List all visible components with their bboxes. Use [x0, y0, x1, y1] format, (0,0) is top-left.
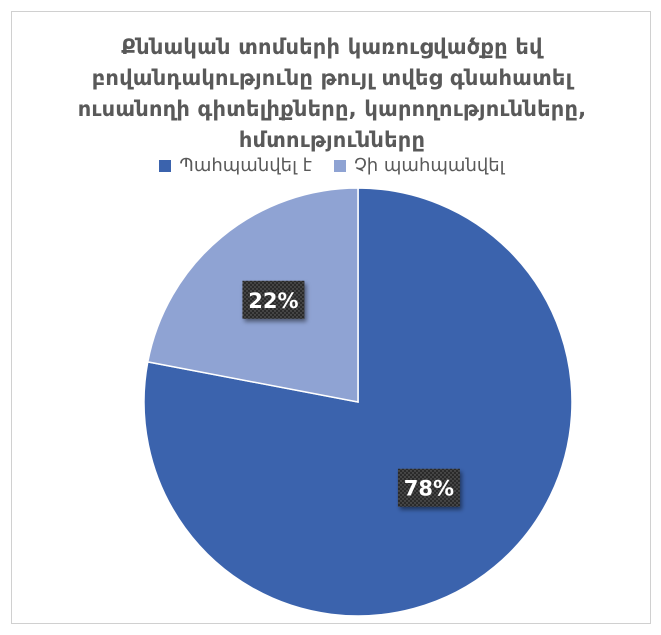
- legend-label-preserved: Պահպանվել է: [179, 155, 312, 176]
- chart-title: Քննական տոմսերի կառուցվածքը եվ բովանդակո…: [77, 35, 587, 152]
- data-label-not-preserved: 22%: [242, 280, 305, 319]
- legend-swatch-not-preserved: [333, 159, 346, 172]
- legend-item-preserved: Պահպանվել է: [159, 155, 312, 176]
- pie-chart: 78% 22%: [143, 187, 573, 617]
- data-label-preserved: 78%: [397, 468, 460, 507]
- legend-item-not-preserved: Չի պահպանվել: [333, 155, 505, 176]
- legend-swatch-preserved: [159, 159, 172, 172]
- legend-label-not-preserved: Չի պահպանվել: [353, 155, 505, 176]
- data-label-preserved-text: 78%: [404, 477, 454, 501]
- chart-frame: Քննական տոմսերի կառուցվածքը եվ բովանդակո…: [11, 11, 651, 624]
- data-label-preserved-box: [397, 468, 460, 507]
- legend: Պահպանվել է Չի պահպանվել: [12, 155, 650, 176]
- data-label-not-preserved-text: 22%: [248, 289, 298, 313]
- data-label-not-preserved-box: [242, 280, 305, 319]
